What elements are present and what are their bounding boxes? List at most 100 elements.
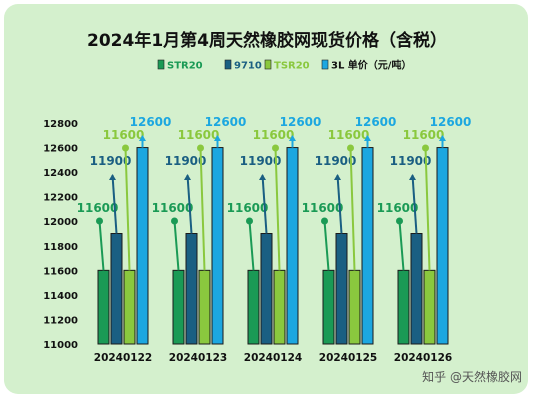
label-dot xyxy=(246,217,253,225)
x-tick-label: 20240125 xyxy=(319,352,377,364)
label-arrow xyxy=(109,174,116,180)
label-dot xyxy=(321,217,328,225)
label-leader xyxy=(398,220,405,271)
data-label: 11600 xyxy=(77,201,119,215)
data-label: 11600 xyxy=(328,128,370,142)
label-leader xyxy=(98,220,105,271)
label-leader xyxy=(111,174,118,234)
label-leader xyxy=(323,220,330,271)
x-tick-label: 20240122 xyxy=(94,352,152,364)
x-tick-label: 20240123 xyxy=(169,352,227,364)
label-dot xyxy=(171,217,178,225)
legend-swatch xyxy=(264,59,272,70)
label-leader xyxy=(186,174,193,234)
y-tick-label: 11600 xyxy=(43,266,78,277)
label-arrow xyxy=(409,174,416,180)
legend-label: 3L 单价（元/吨） xyxy=(331,59,411,72)
label-arrow xyxy=(364,135,371,141)
bar xyxy=(260,233,273,345)
label-dot xyxy=(197,144,204,152)
chart-title: 2024年1月第4周天然橡胶网现货价格（含税） xyxy=(87,30,447,51)
bar xyxy=(286,147,299,345)
data-label: 11900 xyxy=(390,154,432,168)
label-arrow xyxy=(439,135,446,141)
bar xyxy=(361,147,374,345)
data-label: 11600 xyxy=(227,201,269,215)
bar xyxy=(397,269,410,345)
data-label: 12600 xyxy=(205,115,247,129)
y-tick-label: 12400 xyxy=(43,168,78,179)
bar xyxy=(410,233,423,345)
data-label: 11600 xyxy=(377,201,419,215)
bar xyxy=(247,269,260,345)
legend: STR20 9710 TSR20 3L 单价（元/吨） xyxy=(157,59,411,72)
y-tick-label: 12800 xyxy=(43,119,78,130)
label-arrow xyxy=(334,174,341,180)
label-leader xyxy=(274,147,281,271)
x-tick-label: 20240126 xyxy=(394,352,452,364)
label-dot xyxy=(272,144,279,152)
data-label: 11600 xyxy=(152,201,194,215)
label-dot xyxy=(422,144,429,152)
data-label: 12600 xyxy=(430,115,472,129)
bar xyxy=(172,269,185,345)
y-tick-label: 11000 xyxy=(43,340,78,351)
label-dot xyxy=(96,217,103,225)
legend-label: TSR20 xyxy=(274,61,310,72)
legend-label: STR20 xyxy=(167,61,203,72)
label-leader xyxy=(124,147,131,271)
bar xyxy=(185,233,198,345)
label-dot xyxy=(347,144,354,152)
label-arrow xyxy=(259,174,266,180)
bars xyxy=(97,147,449,345)
y-tick-label: 11200 xyxy=(43,315,78,326)
data-label: 11600 xyxy=(103,128,145,142)
legend-swatch xyxy=(321,59,329,70)
legend-label: 9710 xyxy=(234,61,262,72)
label-arrow xyxy=(184,174,191,180)
y-tick-label: 12200 xyxy=(43,193,78,204)
x-axis: 20240122 20240123 20240124 20240125 20240126 xyxy=(94,352,452,364)
data-label: 11900 xyxy=(90,154,132,168)
watermark-text: 知乎 @天然橡胶网 xyxy=(422,369,522,384)
label-leader xyxy=(424,147,431,271)
label-leader xyxy=(411,174,418,234)
bar xyxy=(423,269,436,345)
bar xyxy=(198,269,211,345)
legend-swatch xyxy=(224,59,232,70)
bar xyxy=(123,269,136,345)
y-tick-label: 12600 xyxy=(43,144,78,155)
bar xyxy=(322,269,335,345)
label-leader xyxy=(173,220,180,271)
label-leader xyxy=(261,174,268,234)
bar xyxy=(436,147,449,345)
label-leader xyxy=(248,220,255,271)
label-leader xyxy=(349,147,356,271)
data-label: 12600 xyxy=(355,115,397,129)
y-tick-label: 12000 xyxy=(43,217,78,228)
y-tick-label: 11800 xyxy=(43,242,78,253)
bar xyxy=(211,147,224,345)
label-dot xyxy=(122,144,129,152)
data-label: 11900 xyxy=(165,154,207,168)
data-label: 11600 xyxy=(253,128,295,142)
x-tick-label: 20240124 xyxy=(244,352,302,364)
data-label: 11600 xyxy=(302,201,344,215)
data-label: 11900 xyxy=(315,154,357,168)
label-dot xyxy=(396,217,403,225)
bar xyxy=(110,233,123,345)
label-arrow xyxy=(214,135,221,141)
legend-swatch xyxy=(157,59,165,70)
y-tick-label: 11400 xyxy=(43,291,78,302)
bar xyxy=(348,269,361,345)
bar xyxy=(97,269,110,345)
label-arrow xyxy=(289,135,296,141)
data-label: 11600 xyxy=(403,128,445,142)
y-axis: 11000 11200 11400 11600 11800 12000 12200 12400… xyxy=(43,119,78,351)
data-label: 12600 xyxy=(130,115,172,129)
bar xyxy=(273,269,286,345)
bar xyxy=(136,147,149,345)
bar xyxy=(335,233,348,345)
data-labels: 1160011900116001260011600119001160012600… xyxy=(77,115,472,271)
